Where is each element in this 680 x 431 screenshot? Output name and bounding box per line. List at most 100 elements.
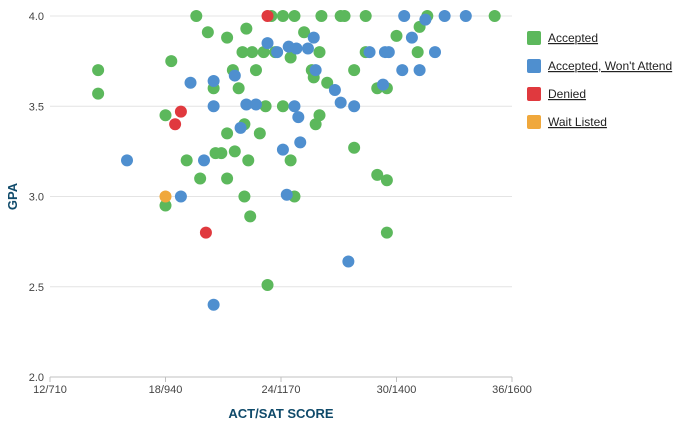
- data-point: [429, 46, 441, 59]
- data-point: [309, 64, 322, 77]
- data-point: [221, 172, 234, 185]
- series-points: [121, 10, 472, 311]
- data-point: [253, 127, 266, 140]
- data-point: [174, 105, 187, 118]
- data-point: [315, 10, 328, 22]
- data-point: [244, 210, 257, 223]
- series-points: [92, 10, 501, 291]
- data-point: [249, 64, 262, 77]
- data-point: [249, 98, 262, 111]
- data-point: [301, 42, 314, 55]
- data-point: [390, 29, 403, 42]
- series-points: [169, 10, 274, 239]
- data-point: [459, 10, 472, 22]
- legend-swatch: [527, 31, 541, 45]
- data-point: [280, 188, 293, 201]
- x-tick-label: 24/1170: [262, 384, 301, 396]
- tick-labels: 2.0 2.5 3.0 3.5 4.0 12/710 18/940 24/1170 30/140…: [29, 11, 532, 396]
- data-point: [438, 10, 451, 22]
- data-point: [271, 46, 284, 59]
- data-point: [159, 109, 172, 122]
- data-point: [380, 226, 393, 239]
- gridlines: [50, 15, 512, 378]
- data-point: [194, 172, 207, 185]
- data-point: [342, 255, 355, 268]
- data-point: [199, 226, 212, 239]
- data-point: [284, 51, 297, 64]
- data-point: [174, 190, 187, 203]
- data-point: [180, 154, 193, 167]
- x-tick-label: 36/1600: [492, 384, 532, 396]
- legend-label[interactable]: Denied: [548, 87, 586, 101]
- data-point: [232, 82, 245, 95]
- data-point: [184, 76, 197, 89]
- data-point: [159, 199, 172, 212]
- series-points: [159, 190, 172, 203]
- data-point: [405, 31, 418, 44]
- data-point: [228, 69, 241, 82]
- data-point: [359, 10, 372, 22]
- data-point: [338, 10, 351, 22]
- legend-label[interactable]: Accepted, Won't Attend: [548, 59, 672, 73]
- data-point: [321, 76, 334, 89]
- data-point: [261, 37, 274, 50]
- data-point: [363, 46, 376, 59]
- data-point: [276, 10, 289, 22]
- data-point: [190, 10, 203, 22]
- data-point: [488, 10, 501, 22]
- legend-swatch: [527, 59, 541, 73]
- data-point: [234, 121, 247, 134]
- data-point: [371, 168, 384, 181]
- data-point: [246, 46, 259, 59]
- data-point: [377, 78, 390, 91]
- data-point: [328, 84, 341, 97]
- data-point: [288, 100, 301, 113]
- data-point: [276, 143, 289, 156]
- legend-swatch: [527, 115, 541, 129]
- data-point: [382, 46, 395, 59]
- data-point: [221, 127, 234, 140]
- y-axis-title: GPA: [5, 182, 20, 210]
- x-axis-title: ACT/SAT SCORE: [228, 406, 334, 421]
- data-point: [198, 154, 210, 167]
- data-points: [92, 10, 501, 311]
- x-tick-label: 12/710: [33, 384, 67, 396]
- data-point: [307, 31, 320, 44]
- data-point: [419, 13, 432, 26]
- y-tick-label: 2.0: [29, 372, 44, 384]
- data-point: [261, 10, 274, 22]
- data-point: [242, 154, 255, 167]
- data-point: [207, 100, 220, 113]
- y-tick-label: 3.5: [29, 101, 44, 113]
- data-point: [348, 64, 361, 77]
- x-tick-label: 30/1400: [377, 384, 417, 396]
- data-point: [313, 46, 326, 59]
- data-point: [236, 46, 249, 59]
- data-point: [240, 22, 253, 35]
- data-point: [207, 74, 220, 87]
- data-point: [380, 174, 393, 187]
- data-point: [165, 55, 178, 68]
- data-point: [288, 10, 301, 22]
- data-point: [413, 64, 426, 77]
- data-point: [313, 109, 326, 122]
- data-point: [92, 87, 105, 100]
- data-point: [238, 190, 251, 203]
- y-tick-label: 2.5: [29, 282, 44, 294]
- data-point: [259, 100, 272, 113]
- data-point: [284, 154, 297, 167]
- x-tick-label: 18/940: [149, 384, 183, 396]
- data-point: [215, 147, 228, 160]
- legend-label[interactable]: Accepted: [548, 31, 598, 45]
- data-point: [207, 298, 220, 311]
- data-point: [257, 46, 270, 59]
- data-point: [169, 118, 182, 131]
- axes: [49, 376, 513, 382]
- data-point: [294, 136, 307, 149]
- data-point: [298, 26, 311, 39]
- legend-label[interactable]: Wait Listed: [548, 115, 607, 129]
- data-point: [159, 190, 172, 203]
- y-tick-label: 4.0: [29, 11, 44, 23]
- data-point: [290, 42, 303, 55]
- data-point: [396, 64, 409, 77]
